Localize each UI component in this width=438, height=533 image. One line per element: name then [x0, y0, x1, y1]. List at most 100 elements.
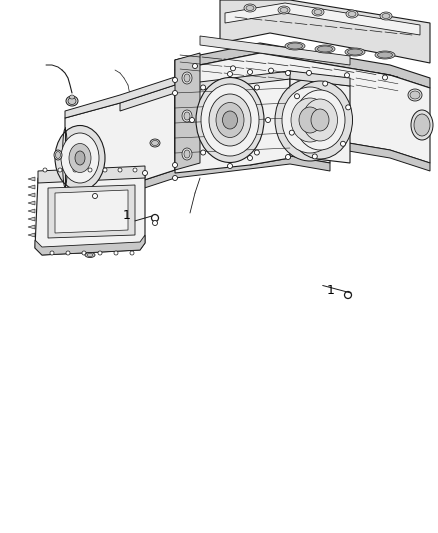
Polygon shape — [175, 53, 200, 170]
Ellipse shape — [182, 110, 192, 122]
Ellipse shape — [311, 109, 329, 131]
Ellipse shape — [182, 148, 192, 160]
Ellipse shape — [254, 85, 259, 90]
Ellipse shape — [68, 98, 76, 104]
Polygon shape — [175, 57, 188, 153]
Ellipse shape — [285, 42, 305, 50]
Ellipse shape — [66, 96, 78, 106]
Polygon shape — [28, 233, 35, 237]
Polygon shape — [35, 235, 145, 255]
Ellipse shape — [201, 85, 205, 90]
Polygon shape — [28, 225, 35, 229]
Ellipse shape — [223, 111, 237, 129]
Ellipse shape — [340, 141, 346, 146]
Ellipse shape — [348, 12, 356, 17]
Polygon shape — [200, 36, 350, 65]
Ellipse shape — [58, 168, 62, 172]
Polygon shape — [48, 185, 135, 238]
Ellipse shape — [43, 168, 47, 172]
Polygon shape — [28, 177, 35, 181]
Ellipse shape — [323, 81, 328, 86]
Ellipse shape — [307, 70, 311, 75]
Ellipse shape — [150, 139, 160, 147]
Ellipse shape — [75, 151, 85, 165]
Ellipse shape — [173, 91, 177, 95]
Polygon shape — [55, 190, 128, 233]
Ellipse shape — [230, 66, 236, 71]
Ellipse shape — [315, 45, 335, 53]
Ellipse shape — [133, 168, 137, 172]
Ellipse shape — [318, 46, 332, 52]
Polygon shape — [38, 166, 145, 183]
Ellipse shape — [182, 72, 192, 84]
Ellipse shape — [184, 112, 190, 120]
Ellipse shape — [410, 91, 420, 99]
Ellipse shape — [54, 150, 62, 160]
Ellipse shape — [275, 79, 345, 161]
Ellipse shape — [130, 251, 134, 255]
Ellipse shape — [290, 130, 294, 135]
Polygon shape — [65, 77, 175, 118]
Ellipse shape — [73, 168, 77, 172]
Ellipse shape — [173, 163, 177, 167]
Ellipse shape — [299, 107, 321, 133]
Ellipse shape — [345, 48, 365, 56]
Polygon shape — [35, 173, 145, 255]
Polygon shape — [28, 201, 35, 205]
Ellipse shape — [114, 251, 118, 255]
Ellipse shape — [268, 68, 273, 73]
Ellipse shape — [291, 98, 329, 142]
Ellipse shape — [382, 75, 388, 80]
Ellipse shape — [414, 114, 430, 136]
Ellipse shape — [247, 156, 252, 160]
Ellipse shape — [382, 13, 390, 19]
Ellipse shape — [286, 155, 290, 159]
Ellipse shape — [227, 71, 233, 77]
Polygon shape — [175, 128, 430, 171]
Ellipse shape — [92, 193, 98, 198]
Ellipse shape — [247, 69, 252, 75]
Ellipse shape — [61, 133, 99, 183]
Polygon shape — [175, 53, 430, 163]
Ellipse shape — [70, 95, 74, 99]
Ellipse shape — [265, 117, 271, 123]
Ellipse shape — [201, 84, 259, 156]
Ellipse shape — [346, 10, 358, 18]
Ellipse shape — [173, 77, 177, 83]
Polygon shape — [120, 156, 330, 196]
Polygon shape — [175, 71, 290, 173]
Polygon shape — [290, 71, 350, 86]
Ellipse shape — [66, 251, 70, 255]
Ellipse shape — [278, 6, 290, 14]
Ellipse shape — [82, 251, 86, 255]
Ellipse shape — [287, 81, 353, 159]
Polygon shape — [28, 185, 35, 189]
Polygon shape — [175, 43, 430, 88]
Ellipse shape — [375, 51, 395, 59]
Ellipse shape — [190, 117, 194, 123]
Polygon shape — [65, 85, 175, 203]
Polygon shape — [120, 71, 330, 111]
Ellipse shape — [312, 8, 324, 16]
Ellipse shape — [312, 154, 317, 159]
Ellipse shape — [152, 214, 159, 222]
Ellipse shape — [88, 168, 92, 172]
Ellipse shape — [286, 70, 290, 76]
Ellipse shape — [282, 87, 338, 153]
Ellipse shape — [294, 94, 300, 99]
Ellipse shape — [98, 251, 102, 255]
Ellipse shape — [246, 5, 254, 11]
Ellipse shape — [184, 74, 190, 82]
Ellipse shape — [173, 175, 177, 181]
Ellipse shape — [378, 52, 392, 58]
Ellipse shape — [118, 168, 122, 172]
Ellipse shape — [196, 77, 264, 163]
Text: 1: 1 — [327, 284, 335, 297]
Ellipse shape — [295, 90, 345, 150]
Ellipse shape — [254, 150, 259, 155]
Polygon shape — [225, 3, 420, 35]
Ellipse shape — [411, 110, 433, 140]
Polygon shape — [220, 0, 430, 63]
Ellipse shape — [85, 253, 95, 257]
Polygon shape — [28, 217, 35, 221]
